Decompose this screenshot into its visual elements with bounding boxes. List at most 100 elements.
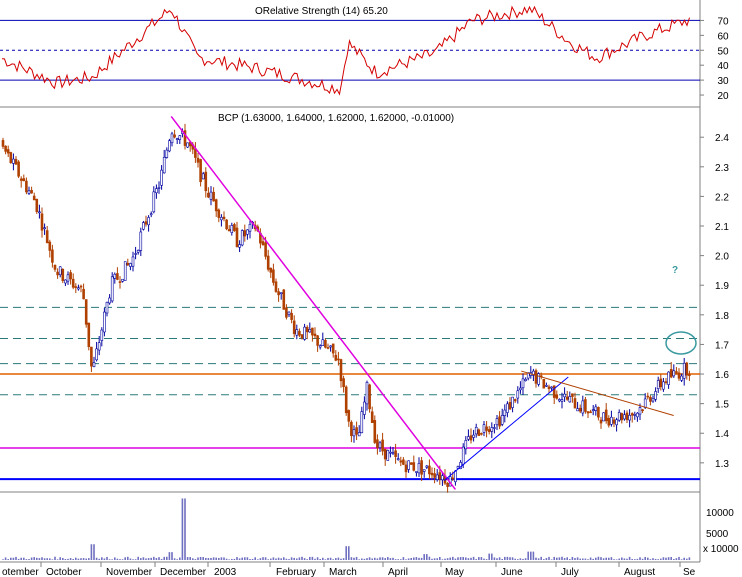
candle-body xyxy=(342,378,345,388)
volume-bar xyxy=(25,559,28,560)
volume-bar xyxy=(545,557,548,560)
volume-bar xyxy=(77,558,80,560)
volume-bar xyxy=(649,559,652,560)
volume-bar xyxy=(166,556,168,560)
volume-bar xyxy=(433,558,436,560)
volume-bar xyxy=(446,558,449,560)
candle-body xyxy=(420,460,423,475)
volume-bar xyxy=(558,557,561,560)
candle-body xyxy=(238,244,241,248)
volume-bar xyxy=(358,559,360,560)
candle-body xyxy=(454,470,457,483)
volume-bar xyxy=(322,557,324,560)
candle-body xyxy=(173,134,176,138)
candle-body xyxy=(547,386,551,390)
volume-bar xyxy=(498,557,501,560)
candle-body xyxy=(646,395,650,398)
volume-bar xyxy=(457,557,459,560)
volume-bar xyxy=(400,559,402,560)
volume-bar xyxy=(277,557,280,560)
candle-body xyxy=(487,429,491,433)
volume-bar xyxy=(569,559,571,560)
volume-bar xyxy=(561,556,563,560)
volume-panel: 10000 5000 x 10000 xyxy=(0,492,739,563)
candle-body xyxy=(134,253,137,255)
volume-bar xyxy=(566,557,568,560)
price-tick-label: 2.1 xyxy=(715,222,729,233)
candle-body xyxy=(30,190,33,194)
volume-bar xyxy=(641,558,644,560)
volume-bar xyxy=(150,557,152,560)
candle-body xyxy=(285,307,288,318)
candle-body xyxy=(170,133,174,144)
volume-bar xyxy=(605,557,607,560)
candle-body xyxy=(77,287,80,290)
candle-body xyxy=(417,463,421,474)
volume-bar xyxy=(233,558,236,560)
candle-body xyxy=(467,436,470,440)
candle-body xyxy=(279,292,283,295)
candle-body xyxy=(415,471,418,473)
candle-body xyxy=(446,483,449,487)
candle-body xyxy=(290,312,293,320)
candle-body xyxy=(464,440,468,450)
volume-bar xyxy=(654,558,657,560)
candle-body xyxy=(321,339,325,346)
candle-body xyxy=(324,339,327,348)
candle-body xyxy=(503,409,507,416)
candle-body xyxy=(199,159,202,183)
candle-body xyxy=(558,399,561,402)
candle-body xyxy=(573,398,577,409)
volume-bar xyxy=(121,559,124,560)
volume-bar xyxy=(426,554,428,560)
volume-bar xyxy=(160,558,163,560)
volume-bar xyxy=(17,558,20,560)
volume-bar xyxy=(348,546,350,560)
candle-body xyxy=(368,384,371,410)
candle-body xyxy=(79,285,83,288)
candle-body xyxy=(352,429,356,437)
volume-bar xyxy=(537,558,540,560)
candle-body xyxy=(300,334,304,339)
volume-bar xyxy=(140,558,142,560)
price-tick-label: 1.8 xyxy=(715,311,729,322)
volume-bar xyxy=(496,558,498,560)
candle-body xyxy=(524,378,527,382)
candle-body xyxy=(563,393,566,398)
volume-bar xyxy=(472,556,475,560)
volume-bar xyxy=(615,559,618,560)
volume-bar xyxy=(173,558,176,560)
candle-body xyxy=(92,362,96,367)
candle-body xyxy=(365,382,369,405)
candle-body xyxy=(6,149,10,154)
candle-body xyxy=(378,442,382,448)
volume-bar xyxy=(319,558,321,560)
volume-bar xyxy=(475,559,477,560)
candle-body xyxy=(545,385,548,387)
volume-bar xyxy=(509,557,511,560)
candle-body xyxy=(90,346,93,367)
candle-body xyxy=(508,402,512,410)
rsi-panel: 70 60 50 40 30 20 ORelative Strength (14) 65.… xyxy=(0,0,729,108)
volume-bar xyxy=(337,557,340,560)
volume-bar xyxy=(535,557,537,560)
candle-body xyxy=(617,412,621,421)
candle-body xyxy=(178,135,182,140)
candle-body xyxy=(220,217,223,221)
x-axis-label: June xyxy=(501,567,523,577)
candle-body xyxy=(485,426,488,431)
volume-bar xyxy=(192,558,194,560)
candle-body xyxy=(355,427,358,435)
candle-body xyxy=(578,407,582,412)
rsi-tick-label: 30 xyxy=(717,76,729,87)
candle-body xyxy=(576,408,579,412)
volume-bar xyxy=(673,559,675,560)
volume-bar xyxy=(675,558,678,560)
volume-bar xyxy=(189,557,191,560)
volume-bar xyxy=(371,558,373,560)
volume-bar xyxy=(335,558,337,560)
candle-body xyxy=(425,465,429,468)
candle-body xyxy=(100,329,104,341)
volume-bar xyxy=(504,556,506,560)
